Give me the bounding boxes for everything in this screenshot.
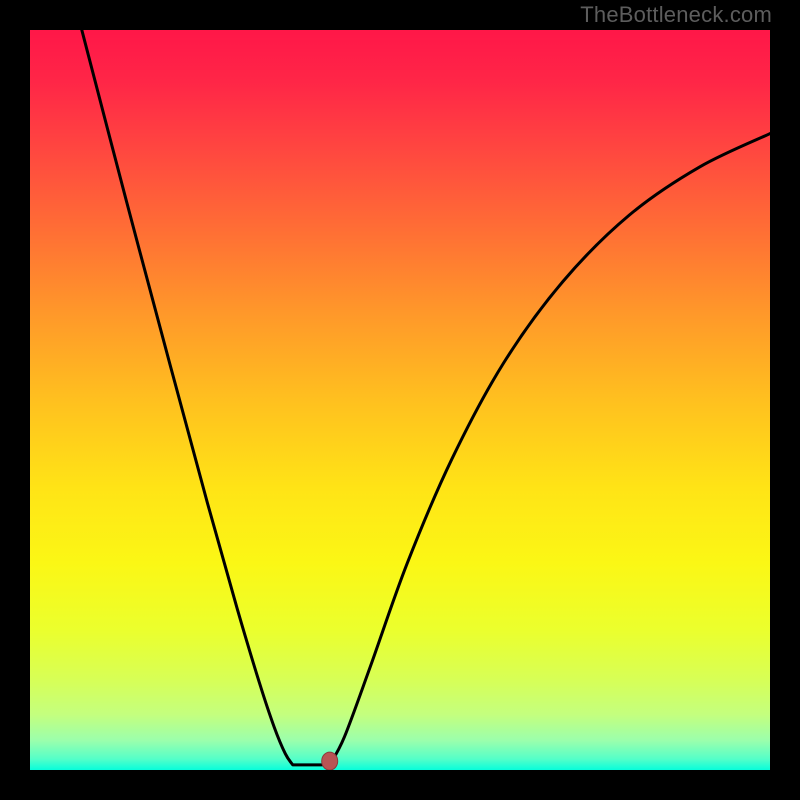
optimum-marker xyxy=(322,752,338,770)
bottleneck-chart xyxy=(0,0,800,800)
plot-area-bg xyxy=(30,30,770,770)
watermark-text: TheBottleneck.com xyxy=(580,2,772,28)
chart-frame: TheBottleneck.com xyxy=(0,0,800,800)
